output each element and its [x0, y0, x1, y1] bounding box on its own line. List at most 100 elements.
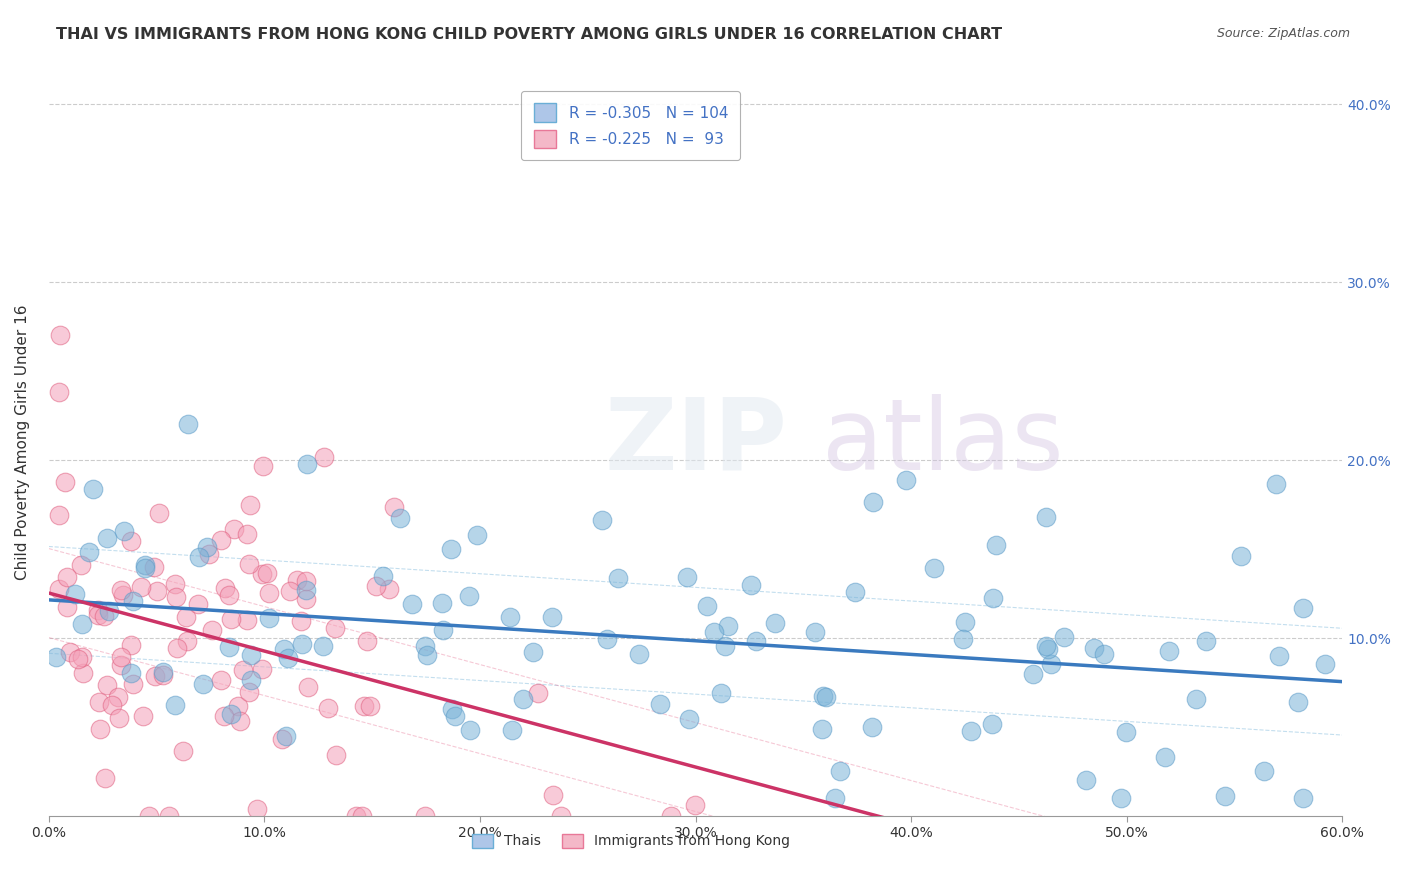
Point	[239, 648, 262, 663]
Point	[120, 533, 142, 548]
Point	[811, 689, 834, 703]
Point	[110, 583, 132, 598]
Point	[596, 632, 619, 646]
Point	[259, 611, 281, 625]
Point	[312, 639, 335, 653]
Point	[238, 557, 260, 571]
Point	[195, 540, 218, 554]
Point	[894, 474, 917, 488]
Point	[295, 574, 318, 589]
Point	[382, 500, 405, 515]
Point	[458, 723, 481, 737]
Point	[129, 580, 152, 594]
Point	[1195, 634, 1218, 648]
Point	[143, 669, 166, 683]
Point	[696, 599, 718, 614]
Y-axis label: Child Poverty Among Girls Under 16: Child Poverty Among Girls Under 16	[15, 304, 30, 580]
Point	[252, 458, 274, 473]
Point	[432, 624, 454, 638]
Point	[648, 697, 671, 711]
Legend: Thais, Immigrants from Hong Kong: Thais, Immigrants from Hong Kong	[467, 828, 796, 854]
Point	[226, 699, 249, 714]
Point	[236, 527, 259, 541]
Point	[804, 625, 827, 640]
Point	[69, 558, 91, 572]
Point	[952, 632, 974, 647]
Point	[165, 698, 187, 712]
Point	[239, 499, 262, 513]
Point	[960, 723, 983, 738]
Point	[1092, 647, 1115, 661]
Point	[79, 545, 101, 559]
Point	[87, 607, 110, 622]
Point	[108, 711, 131, 725]
Point	[138, 809, 160, 823]
Point	[176, 633, 198, 648]
Point	[271, 731, 294, 746]
Point	[72, 665, 94, 680]
Point	[48, 328, 70, 343]
Point	[232, 664, 254, 678]
Point	[815, 690, 838, 705]
Point	[146, 584, 169, 599]
Point	[830, 764, 852, 778]
Point	[844, 584, 866, 599]
Point	[165, 590, 187, 604]
Point	[219, 707, 242, 722]
Point	[290, 615, 312, 629]
Point	[229, 714, 252, 728]
Point	[550, 809, 572, 823]
Point	[187, 597, 209, 611]
Point	[277, 651, 299, 665]
Point	[1154, 750, 1177, 764]
Point	[811, 722, 834, 736]
Point	[285, 574, 308, 588]
Point	[120, 666, 142, 681]
Point	[1213, 789, 1236, 803]
Point	[401, 597, 423, 611]
Point	[981, 591, 1004, 606]
Point	[1159, 643, 1181, 657]
Point	[70, 617, 93, 632]
Point	[218, 588, 240, 602]
Text: Source: ZipAtlas.com: Source: ZipAtlas.com	[1216, 27, 1350, 40]
Point	[96, 531, 118, 545]
Point	[953, 615, 976, 629]
Text: THAI VS IMMIGRANTS FROM HONG KONG CHILD POVERTY AMONG GIRLS UNDER 16 CORRELATION: THAI VS IMMIGRANTS FROM HONG KONG CHILD …	[56, 27, 1002, 42]
Point	[250, 662, 273, 676]
Point	[1292, 791, 1315, 805]
Point	[1035, 509, 1057, 524]
Point	[87, 602, 110, 616]
Point	[627, 647, 650, 661]
Point	[862, 495, 884, 509]
Point	[97, 604, 120, 618]
Point	[122, 677, 145, 691]
Point	[1292, 600, 1315, 615]
Point	[58, 645, 80, 659]
Point	[148, 506, 170, 520]
Point	[350, 809, 373, 823]
Point	[45, 649, 67, 664]
Point	[89, 723, 111, 737]
Point	[1035, 640, 1057, 654]
Point	[238, 684, 260, 698]
Point	[1022, 667, 1045, 681]
Point	[101, 698, 124, 712]
Point	[294, 591, 316, 606]
Point	[246, 801, 269, 815]
Point	[193, 677, 215, 691]
Point	[607, 571, 630, 585]
Point	[274, 730, 297, 744]
Point	[980, 716, 1002, 731]
Point	[359, 699, 381, 714]
Point	[353, 698, 375, 713]
Point	[134, 558, 156, 572]
Point	[201, 624, 224, 638]
Point	[1267, 648, 1289, 663]
Point	[152, 668, 174, 682]
Point	[659, 809, 682, 823]
Point	[922, 561, 945, 575]
Point	[187, 550, 209, 565]
Point	[278, 583, 301, 598]
Point	[415, 648, 437, 662]
